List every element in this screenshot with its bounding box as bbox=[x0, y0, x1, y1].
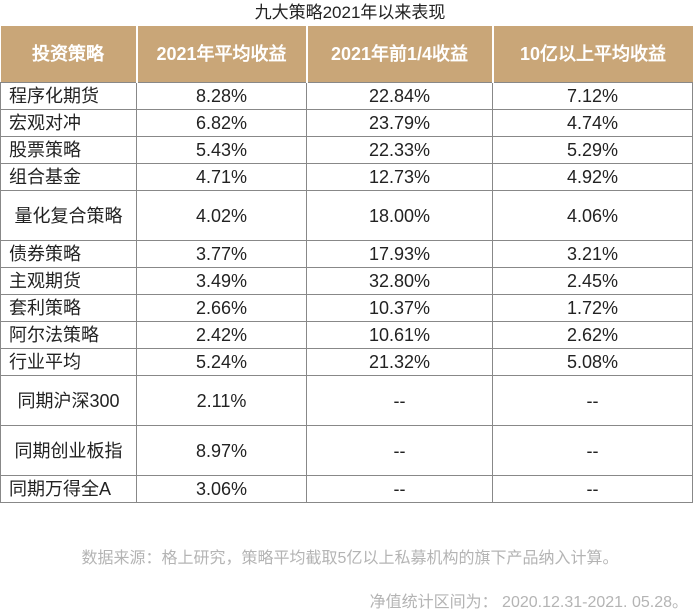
large-fund-return: 2.45% bbox=[492, 267, 693, 295]
strategy-name: 阿尔法策略 bbox=[0, 321, 137, 349]
avg-return: 5.24% bbox=[136, 348, 307, 376]
avg-return: 2.42% bbox=[136, 321, 307, 349]
header-large-fund-return: 10亿以上平均收益 bbox=[492, 26, 693, 83]
large-fund-return: -- bbox=[492, 475, 693, 503]
strategy-name: 同期沪深300 bbox=[0, 375, 137, 426]
performance-table: 投资策略 2021年平均收益 2021年前1/4收益 10亿以上平均收益 程序化… bbox=[0, 26, 693, 503]
large-fund-return: 7.12% bbox=[492, 82, 693, 110]
table-row: 量化复合策略 4.02% 18.00% 4.06% bbox=[0, 190, 693, 241]
table-row: 宏观对冲 6.82% 23.79% 4.74% bbox=[0, 109, 693, 137]
strategy-name: 量化复合策略 bbox=[0, 190, 137, 241]
avg-return: 3.06% bbox=[136, 475, 307, 503]
strategy-name: 债券策略 bbox=[0, 240, 137, 268]
table-row: 同期创业板指 8.97% -- -- bbox=[0, 425, 693, 476]
table-row: 同期万得全A 3.06% -- -- bbox=[0, 475, 693, 503]
header-strategy: 投资策略 bbox=[0, 26, 138, 83]
header-row: 投资策略 2021年平均收益 2021年前1/4收益 10亿以上平均收益 bbox=[0, 26, 693, 83]
strategy-name: 行业平均 bbox=[0, 348, 137, 376]
table-row: 行业平均 5.24% 21.32% 5.08% bbox=[0, 348, 693, 376]
top-quartile-return: 21.32% bbox=[306, 348, 493, 376]
top-quartile-return: 17.93% bbox=[306, 240, 493, 268]
large-fund-return: 4.92% bbox=[492, 163, 693, 191]
strategy-name: 同期万得全A bbox=[0, 475, 137, 503]
large-fund-return: 4.06% bbox=[492, 190, 693, 241]
table-row: 组合基金 4.71% 12.73% 4.92% bbox=[0, 163, 693, 191]
table-row: 债券策略 3.77% 17.93% 3.21% bbox=[0, 240, 693, 268]
table-title: 九大策略2021年以来表现 bbox=[254, 3, 446, 22]
strategy-name: 主观期货 bbox=[0, 267, 137, 295]
strategy-name: 宏观对冲 bbox=[0, 109, 137, 137]
avg-return: 6.82% bbox=[136, 109, 307, 137]
statistics-period-note: 净值统计区间为： 2020.12.31-2021. 05.28。 bbox=[369, 594, 688, 611]
strategy-name: 组合基金 bbox=[0, 163, 137, 191]
avg-return: 2.66% bbox=[136, 294, 307, 322]
avg-return: 4.02% bbox=[136, 190, 307, 241]
top-quartile-return: 12.73% bbox=[306, 163, 493, 191]
avg-return: 5.43% bbox=[136, 136, 307, 164]
header-avg-return: 2021年平均收益 bbox=[136, 26, 308, 83]
large-fund-return: 1.72% bbox=[492, 294, 693, 322]
avg-return: 4.71% bbox=[136, 163, 307, 191]
large-fund-return: 5.29% bbox=[492, 136, 693, 164]
avg-return: 8.97% bbox=[136, 425, 307, 476]
strategy-name: 套利策略 bbox=[0, 294, 137, 322]
table-row: 同期沪深300 2.11% -- -- bbox=[0, 375, 693, 426]
large-fund-return: 3.21% bbox=[492, 240, 693, 268]
avg-return: 2.11% bbox=[136, 375, 307, 426]
top-quartile-return: 32.80% bbox=[306, 267, 493, 295]
top-quartile-return: -- bbox=[306, 375, 493, 426]
table-row: 套利策略 2.66% 10.37% 1.72% bbox=[0, 294, 693, 322]
top-quartile-return: 23.79% bbox=[306, 109, 493, 137]
large-fund-return: -- bbox=[492, 425, 693, 476]
table-row: 阿尔法策略 2.42% 10.61% 2.62% bbox=[0, 321, 693, 349]
top-quartile-return: 22.33% bbox=[306, 136, 493, 164]
avg-return: 8.28% bbox=[136, 82, 307, 110]
table-row: 股票策略 5.43% 22.33% 5.29% bbox=[0, 136, 693, 164]
top-quartile-return: 10.61% bbox=[306, 321, 493, 349]
top-quartile-return: 18.00% bbox=[306, 190, 493, 241]
data-source-note: 数据来源：格上研究，策略平均截取5亿以上私募机构的旗下产品纳入计算。 bbox=[81, 550, 619, 567]
top-quartile-return: -- bbox=[306, 425, 493, 476]
table-row: 主观期货 3.49% 32.80% 2.45% bbox=[0, 267, 693, 295]
top-quartile-return: 22.84% bbox=[306, 82, 493, 110]
top-quartile-return: 10.37% bbox=[306, 294, 493, 322]
table-row: 程序化期货 8.28% 22.84% 7.12% bbox=[0, 82, 693, 110]
strategy-name: 程序化期货 bbox=[0, 82, 137, 110]
avg-return: 3.77% bbox=[136, 240, 307, 268]
strategy-name: 同期创业板指 bbox=[0, 425, 137, 476]
strategy-name: 股票策略 bbox=[0, 136, 137, 164]
top-quartile-return: -- bbox=[306, 475, 493, 503]
large-fund-return: -- bbox=[492, 375, 693, 426]
large-fund-return: 2.62% bbox=[492, 321, 693, 349]
avg-return: 3.49% bbox=[136, 267, 307, 295]
header-top-quartile-return: 2021年前1/4收益 bbox=[306, 26, 494, 83]
large-fund-return: 5.08% bbox=[492, 348, 693, 376]
large-fund-return: 4.74% bbox=[492, 109, 693, 137]
